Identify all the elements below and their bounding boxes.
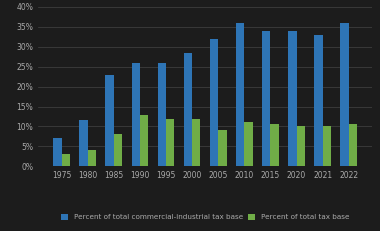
Bar bbox=[218, 131, 226, 166]
Bar bbox=[184, 53, 192, 166]
Bar bbox=[140, 115, 148, 166]
Bar bbox=[297, 127, 305, 166]
Bar bbox=[166, 119, 174, 166]
Bar bbox=[88, 150, 96, 166]
Bar bbox=[262, 31, 271, 166]
Bar bbox=[288, 31, 297, 166]
Bar bbox=[210, 39, 218, 166]
Bar bbox=[114, 134, 122, 166]
Bar bbox=[158, 63, 166, 166]
Bar bbox=[271, 125, 279, 166]
Bar bbox=[349, 125, 357, 166]
Bar bbox=[244, 122, 253, 166]
Bar bbox=[314, 35, 323, 166]
Bar bbox=[53, 138, 62, 166]
Bar bbox=[62, 154, 70, 166]
Bar bbox=[105, 75, 114, 166]
Bar bbox=[323, 127, 331, 166]
Bar bbox=[79, 121, 88, 166]
Bar bbox=[236, 23, 244, 166]
Legend: Percent of total commercial-industrial tax base, Percent of total tax base: Percent of total commercial-industrial t… bbox=[58, 211, 352, 223]
Bar bbox=[192, 119, 201, 166]
Bar bbox=[340, 23, 349, 166]
Bar bbox=[131, 63, 140, 166]
